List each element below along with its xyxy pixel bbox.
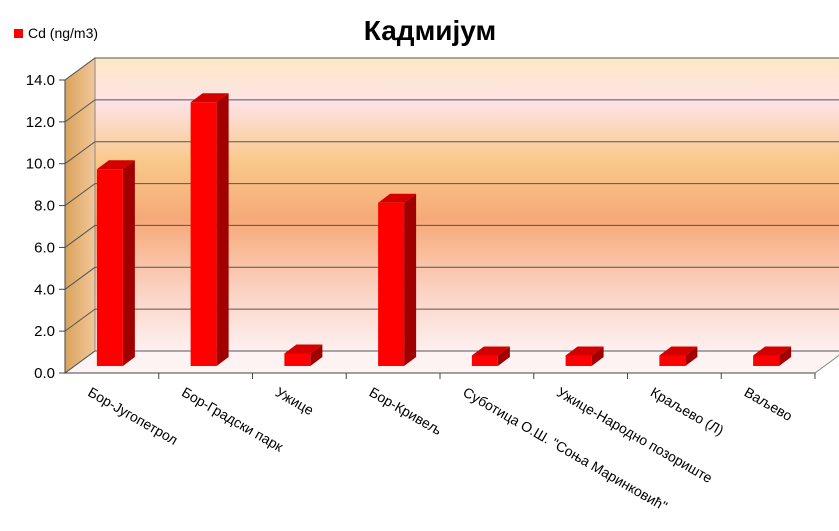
- bar-face: [378, 193, 417, 203]
- legend-swatch: [14, 29, 23, 38]
- bar-face: [685, 346, 698, 366]
- bar: [659, 346, 698, 366]
- y-tick-label: 4.0: [34, 281, 55, 298]
- bar-face: [96, 160, 135, 170]
- bar: [284, 344, 323, 366]
- bar: [190, 93, 229, 367]
- bar: [471, 346, 510, 366]
- chart-title: Кадмијум: [364, 15, 496, 46]
- y-tick-label: 0.0: [34, 365, 55, 382]
- bar-face: [190, 102, 217, 367]
- bar-face: [190, 93, 229, 103]
- bar-face: [659, 355, 686, 366]
- y-tick-label: 12.0: [26, 114, 55, 131]
- bar-face: [378, 202, 405, 366]
- side-wall: [64, 57, 96, 374]
- grid-line: [64, 308, 839, 332]
- bar-face: [310, 344, 323, 366]
- y-tick-label: 10.0: [26, 156, 55, 173]
- bar-face: [404, 193, 417, 366]
- legend-label: Cd (ng/m3): [28, 25, 98, 41]
- bar-face: [216, 93, 229, 367]
- bar: [565, 346, 604, 366]
- bar-face: [753, 355, 780, 366]
- bar-face: [471, 346, 510, 356]
- bar-face: [122, 160, 135, 366]
- x-tick-label: Бор-Југопетрол: [85, 384, 180, 448]
- grid-line: [64, 99, 839, 123]
- x-tick-label: Ужице: [273, 384, 317, 419]
- x-tick-label: Ужице-Народно позориште: [554, 384, 715, 486]
- floor: [63, 350, 839, 374]
- grid-line: [64, 224, 839, 248]
- bar-face: [591, 346, 604, 366]
- bar-face: [753, 346, 792, 356]
- y-tick-label: 6.0: [34, 239, 55, 256]
- x-tick-label: Бор-Градски парк: [179, 384, 287, 455]
- bar-face: [565, 346, 604, 356]
- bar-face: [565, 355, 592, 366]
- bar-face: [779, 346, 792, 366]
- bar-face: [471, 355, 498, 366]
- y-tick-label: 2.0: [34, 323, 55, 340]
- y-tick-label: 14.0: [26, 72, 55, 89]
- bar: [753, 346, 792, 366]
- bar-face: [659, 346, 698, 356]
- grid-line: [64, 141, 839, 165]
- y-tick-label: 8.0: [34, 198, 55, 215]
- bar-face: [284, 344, 323, 354]
- x-tick-label: Бор-Кривељ: [367, 384, 445, 438]
- bar: [378, 193, 417, 366]
- bar-face: [497, 346, 510, 366]
- grid-line: [64, 266, 839, 290]
- bar: [96, 160, 135, 366]
- bar-face: [96, 169, 123, 366]
- x-tick-label: Ваљево: [742, 384, 796, 424]
- x-tick-label: Краљево (Л): [648, 384, 727, 439]
- grid-line: [64, 183, 839, 206]
- grid-line: [64, 57, 839, 81]
- bar-face: [284, 353, 311, 366]
